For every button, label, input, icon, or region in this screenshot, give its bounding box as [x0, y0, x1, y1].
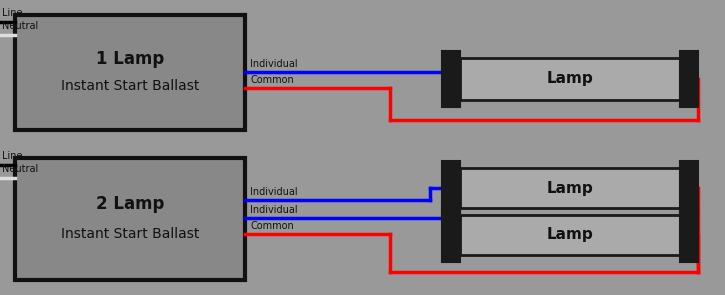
Bar	[460, 168, 680, 208]
Bar	[680, 161, 698, 215]
Bar	[442, 208, 460, 262]
Text: Lamp: Lamp	[547, 227, 593, 242]
Text: Line: Line	[2, 8, 22, 18]
Text: 2 Lamp: 2 Lamp	[96, 195, 164, 213]
Text: Neutral: Neutral	[2, 21, 38, 31]
Bar	[442, 51, 460, 107]
Text: Lamp: Lamp	[547, 71, 593, 86]
Text: 1 Lamp: 1 Lamp	[96, 50, 164, 68]
Text: Individual: Individual	[250, 205, 298, 215]
Text: Instant Start Ballast: Instant Start Ballast	[61, 79, 199, 93]
Bar	[15, 158, 245, 280]
Bar	[460, 215, 680, 255]
Text: Instant Start Ballast: Instant Start Ballast	[61, 227, 199, 241]
Text: Individual: Individual	[250, 187, 298, 197]
Bar	[680, 51, 698, 107]
Text: Common: Common	[250, 221, 294, 231]
Bar	[442, 161, 460, 215]
Text: Common: Common	[250, 75, 294, 85]
Text: Neutral: Neutral	[2, 164, 38, 174]
Bar	[680, 208, 698, 262]
Text: Lamp: Lamp	[547, 181, 593, 196]
Text: Individual: Individual	[250, 59, 298, 69]
Bar	[460, 58, 680, 100]
Bar	[15, 15, 245, 130]
Text: Line: Line	[2, 151, 22, 161]
